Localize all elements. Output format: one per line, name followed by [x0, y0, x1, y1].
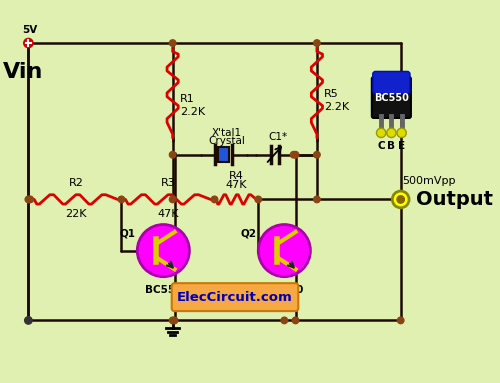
Circle shape — [138, 224, 190, 277]
Text: ElecCircuit.com: ElecCircuit.com — [177, 291, 293, 304]
Circle shape — [397, 196, 404, 203]
Circle shape — [170, 196, 176, 203]
Text: 22K: 22K — [65, 209, 86, 219]
Text: BC550: BC550 — [374, 93, 409, 103]
Text: BC550: BC550 — [144, 285, 182, 295]
Circle shape — [314, 40, 320, 46]
Text: 5V: 5V — [22, 25, 38, 35]
Text: X'tal1: X'tal1 — [212, 128, 242, 138]
Text: Output: Output — [416, 190, 492, 209]
Circle shape — [292, 152, 299, 158]
Circle shape — [25, 196, 32, 203]
Text: Vin: Vin — [2, 62, 43, 82]
Circle shape — [258, 224, 310, 277]
Circle shape — [314, 196, 320, 203]
Circle shape — [171, 317, 178, 324]
Text: E: E — [398, 141, 405, 151]
Circle shape — [386, 128, 396, 137]
Text: 2.2K: 2.2K — [324, 102, 349, 112]
Circle shape — [398, 196, 404, 203]
Circle shape — [281, 317, 287, 324]
Circle shape — [292, 317, 299, 324]
Circle shape — [27, 196, 34, 203]
Circle shape — [170, 317, 176, 324]
Text: R1: R1 — [180, 94, 195, 104]
Circle shape — [392, 191, 409, 208]
Text: R4: R4 — [229, 171, 244, 181]
Circle shape — [397, 128, 406, 137]
Circle shape — [24, 317, 32, 324]
Circle shape — [118, 196, 124, 203]
Text: B: B — [388, 141, 396, 151]
Bar — [218, 147, 230, 162]
Circle shape — [398, 317, 404, 324]
Text: 47K: 47K — [157, 209, 178, 219]
Circle shape — [314, 152, 320, 158]
Text: R3: R3 — [160, 178, 176, 188]
Text: C1*: C1* — [268, 132, 287, 142]
Circle shape — [212, 196, 218, 203]
Circle shape — [170, 152, 176, 158]
Circle shape — [290, 152, 297, 158]
Text: 500mVpp: 500mVpp — [402, 177, 456, 187]
FancyBboxPatch shape — [172, 283, 298, 311]
Text: Q2: Q2 — [240, 228, 256, 238]
Text: 2.2K: 2.2K — [180, 107, 205, 117]
Circle shape — [170, 40, 176, 46]
Text: Q1: Q1 — [120, 228, 136, 238]
Circle shape — [255, 196, 262, 203]
Circle shape — [376, 128, 386, 137]
Text: R2: R2 — [68, 178, 84, 188]
FancyBboxPatch shape — [373, 72, 410, 94]
FancyBboxPatch shape — [372, 77, 411, 118]
Text: R5: R5 — [324, 89, 339, 99]
Text: BC550: BC550 — [266, 285, 303, 295]
Text: C: C — [378, 141, 385, 151]
Text: Crystal: Crystal — [208, 136, 245, 146]
Text: 47K: 47K — [226, 180, 247, 190]
Circle shape — [24, 38, 33, 48]
